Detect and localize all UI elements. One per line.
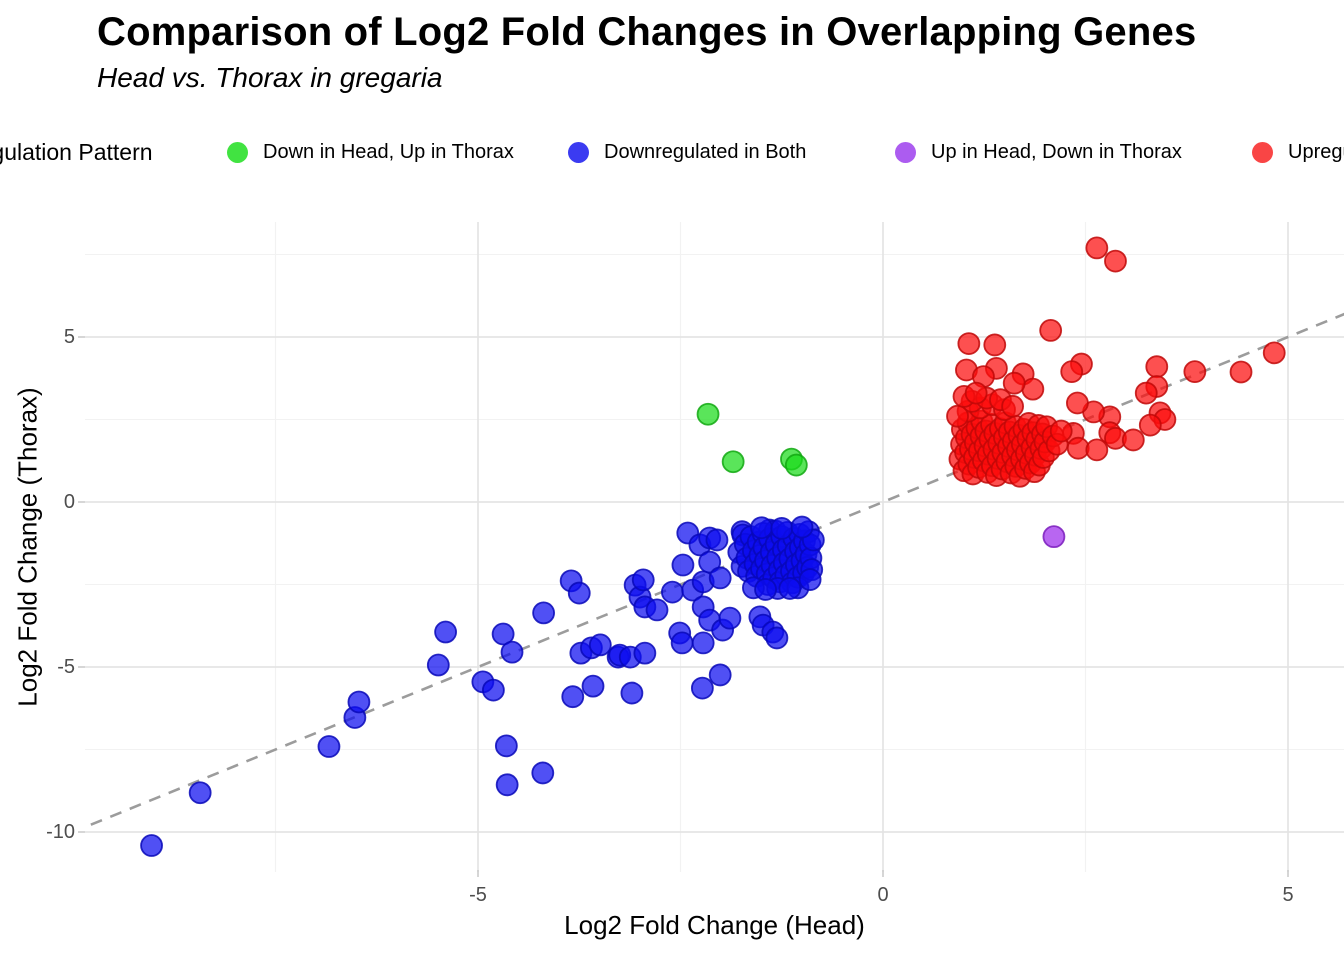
chart-subtitle: Head vs. Thorax in gregaria xyxy=(97,62,443,93)
data-point xyxy=(691,631,715,655)
data-point xyxy=(1049,419,1073,443)
y-tick-5: 5 xyxy=(63,326,75,348)
data-point xyxy=(1085,236,1109,260)
data-point xyxy=(140,834,163,857)
data-point xyxy=(567,581,591,605)
data-point xyxy=(317,735,341,758)
data-point xyxy=(1183,360,1207,384)
data-point xyxy=(500,640,524,664)
data-point xyxy=(1104,249,1127,273)
y-tick-neg10: -10 xyxy=(46,821,75,843)
data-point xyxy=(754,578,777,601)
data-point xyxy=(718,606,742,630)
series-down-in-head-up-in-thorax xyxy=(696,402,808,477)
data-point xyxy=(957,332,981,356)
plot-panel xyxy=(85,222,1344,872)
data-point xyxy=(1039,318,1063,342)
red-dot-icon xyxy=(1252,141,1273,163)
data-point xyxy=(561,685,585,709)
y-tick-0: 0 xyxy=(63,491,75,513)
series-downregulated-in-both xyxy=(140,515,825,857)
legend-item-up-head-down-thorax: Up in Head, Down in Thorax xyxy=(895,137,1182,167)
x-tick-0: 0 xyxy=(877,884,889,906)
x-tick-5: 5 xyxy=(1282,884,1294,906)
data-point xyxy=(708,663,732,687)
data-point xyxy=(770,517,794,540)
series-up-in-head-down-in-thorax xyxy=(1042,525,1066,549)
series-upregulated-in-both xyxy=(946,236,1286,488)
legend-item-label: Upregulated in Both xyxy=(1288,140,1344,163)
data-point xyxy=(696,402,720,426)
data-point xyxy=(1042,525,1066,549)
data-point xyxy=(531,761,555,785)
data-point xyxy=(946,404,969,428)
legend-title: Regulation Pattern xyxy=(0,139,153,165)
legend-item-label: Up in Head, Down in Thorax xyxy=(931,140,1182,163)
data-point xyxy=(670,631,694,655)
purple-dot-icon xyxy=(895,141,916,163)
data-point xyxy=(1001,394,1024,418)
data-point xyxy=(690,676,714,700)
data-point xyxy=(1002,371,1026,395)
data-point xyxy=(983,333,1007,357)
data-point xyxy=(1121,428,1145,452)
data-point xyxy=(426,653,450,677)
data-point xyxy=(964,381,988,405)
data-point xyxy=(620,681,644,705)
data-point xyxy=(645,598,669,622)
data-point xyxy=(434,620,458,644)
chart-title: Comparison of Log2 Fold Changes in Overl… xyxy=(97,10,1197,54)
y-axis-title: Log2 Fold Change (Thorax) xyxy=(12,387,43,707)
x-axis-title: Log2 Fold Change (Head) xyxy=(564,910,865,940)
data-point xyxy=(1085,438,1109,462)
y-tick-neg5: -5 xyxy=(57,656,75,678)
x-tick-neg5: -5 xyxy=(469,884,487,906)
data-point xyxy=(661,580,684,604)
data-point xyxy=(494,734,518,758)
data-point xyxy=(721,450,745,474)
legend-item-downregulated-both: Downregulated in Both xyxy=(568,137,806,167)
data-point xyxy=(1060,360,1084,384)
data-point xyxy=(491,622,515,646)
data-point xyxy=(790,515,814,539)
data-point xyxy=(798,568,822,591)
data-point xyxy=(778,577,802,600)
legend-item-label: Down in Head, Up in Thorax xyxy=(263,140,514,163)
data-point xyxy=(588,633,612,657)
data-point xyxy=(532,601,556,625)
data-point xyxy=(671,553,695,577)
data-point xyxy=(698,550,722,574)
data-point xyxy=(495,773,519,797)
data-point xyxy=(705,528,729,552)
data-point xyxy=(784,453,808,477)
data-point xyxy=(188,781,212,805)
data-point xyxy=(581,674,605,698)
legend-item-upregulated-both: Upregulated in Both xyxy=(1252,137,1344,167)
data-point xyxy=(1138,413,1162,437)
data-point xyxy=(1066,391,1089,415)
data-point xyxy=(1262,341,1286,365)
data-point xyxy=(1066,436,1090,460)
green-dot-icon xyxy=(227,141,248,163)
data-point xyxy=(633,641,657,665)
data-point xyxy=(347,690,371,714)
legend-item-down-head-up-thorax: Down in Head, Up in Thorax xyxy=(227,137,514,167)
data-point xyxy=(1145,355,1169,379)
data-point xyxy=(1134,381,1158,405)
data-point xyxy=(1229,360,1253,384)
legend-item-label: Downregulated in Both xyxy=(604,140,807,163)
data-point xyxy=(750,516,773,540)
data-point xyxy=(708,566,732,590)
data-point xyxy=(765,626,789,650)
blue-dot-icon xyxy=(568,141,589,163)
data-point xyxy=(481,678,505,702)
data-point xyxy=(631,568,655,592)
